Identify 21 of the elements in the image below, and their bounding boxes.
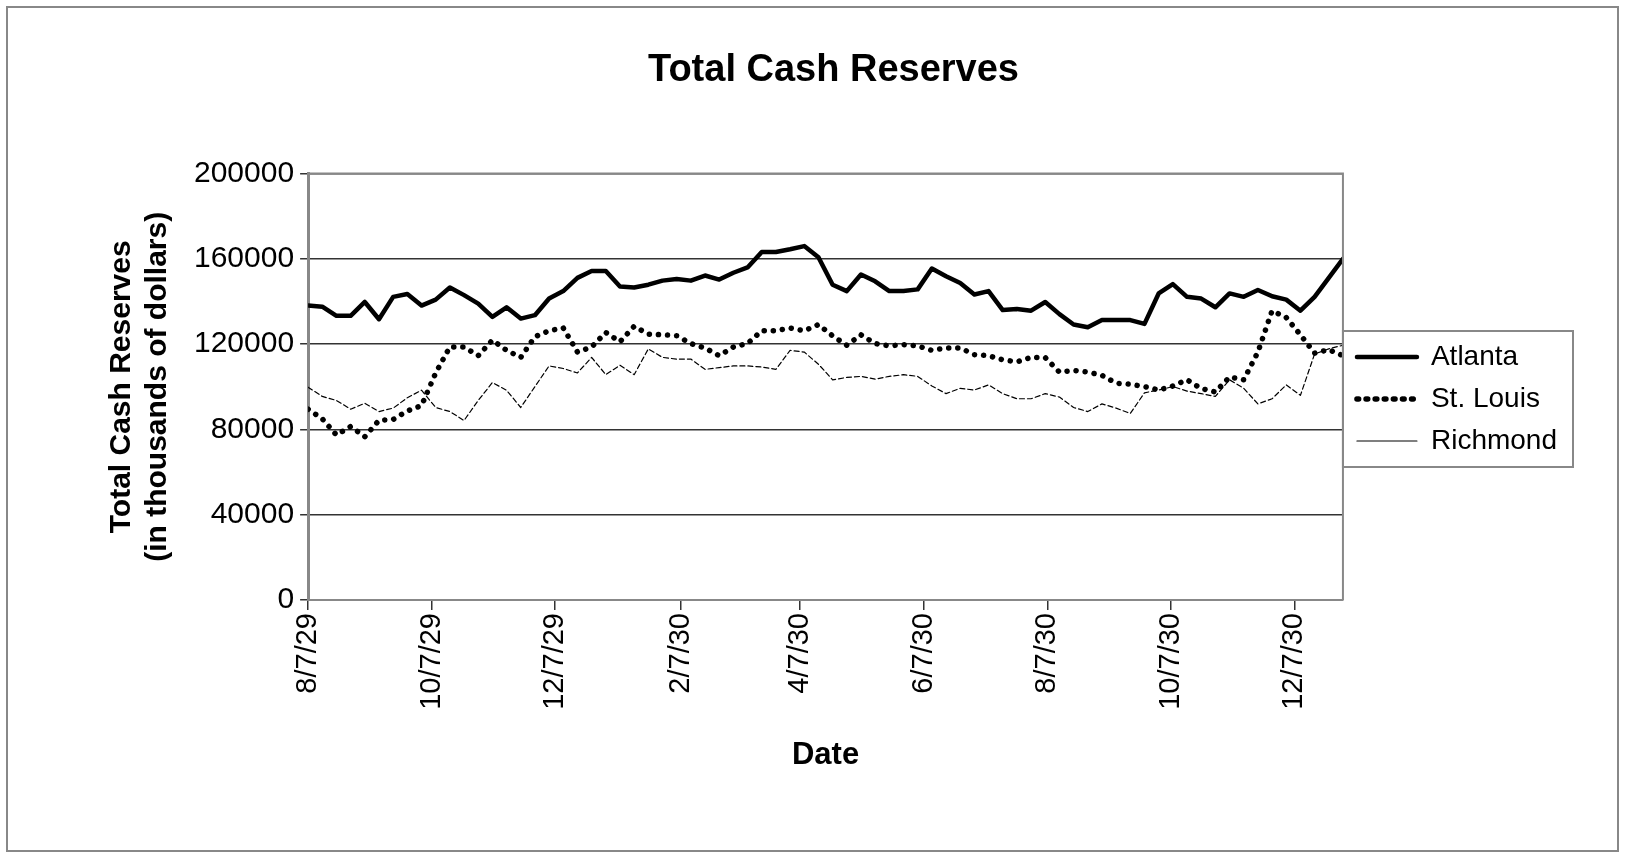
legend-label: Richmond <box>1430 423 1558 455</box>
x-axis-title: Date <box>791 735 860 771</box>
y-tick-label: 80000 <box>210 410 295 444</box>
y-tick-label: 120000 <box>194 325 295 359</box>
y-tick-label: 200000 <box>194 154 295 188</box>
y-tick-label: 160000 <box>194 240 295 274</box>
x-tick-label: 10/7/29 <box>413 613 446 710</box>
x-tick-label: 10/7/30 <box>1152 613 1185 710</box>
x-tick-label: 6/7/30 <box>905 613 938 694</box>
chart-title: Total Cash Reserves <box>647 47 1020 90</box>
legend-label: St. Louis <box>1430 381 1540 413</box>
x-tick-label: 8/7/30 <box>1029 613 1062 694</box>
y-tick-label: 40000 <box>210 496 295 530</box>
x-tick-label: 4/7/30 <box>782 613 815 694</box>
x-tick-label: 8/7/29 <box>290 613 323 694</box>
legend-label: Atlanta <box>1430 339 1519 371</box>
x-tick-label: 2/7/30 <box>662 613 695 694</box>
y-axis-title: Total Cash Reserves (in thousands of dollars) <box>103 211 173 562</box>
x-tick-label: 12/7/30 <box>1276 613 1309 710</box>
x-tick-label: 12/7/29 <box>537 613 570 710</box>
y-tick-label: 0 <box>277 581 295 615</box>
